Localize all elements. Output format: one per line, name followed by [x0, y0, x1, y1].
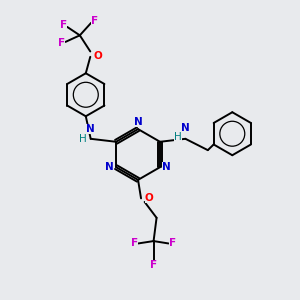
Text: N: N — [105, 162, 114, 172]
Text: O: O — [145, 194, 153, 203]
Text: N: N — [162, 162, 171, 172]
Text: N: N — [134, 117, 142, 127]
Text: O: O — [93, 51, 102, 61]
Text: N: N — [181, 123, 190, 134]
Text: F: F — [60, 20, 67, 31]
Text: F: F — [150, 260, 157, 270]
Text: H: H — [174, 132, 182, 142]
Text: H: H — [80, 134, 87, 144]
Text: F: F — [58, 38, 65, 48]
Text: F: F — [169, 238, 176, 248]
Text: F: F — [131, 238, 138, 248]
Text: F: F — [91, 16, 98, 26]
Text: N: N — [86, 124, 94, 134]
